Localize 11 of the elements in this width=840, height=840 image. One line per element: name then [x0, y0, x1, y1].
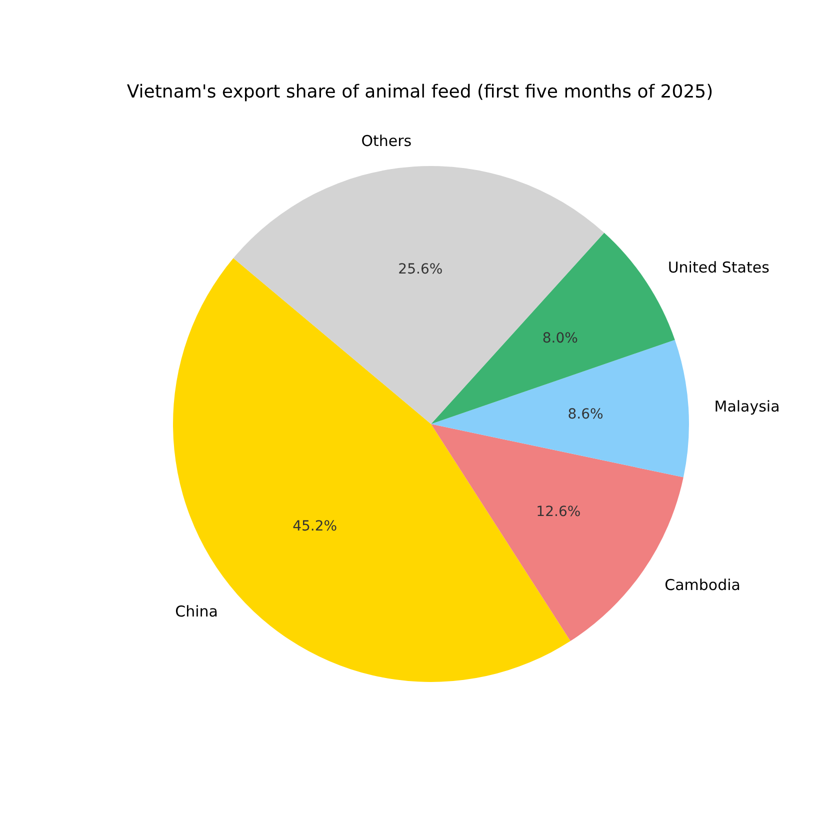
- data-label: 45.2%: [292, 518, 338, 534]
- slice-label: United States: [668, 258, 770, 277]
- data-label: 8.0%: [542, 330, 578, 347]
- slice-label: China: [175, 602, 218, 621]
- slice-label: Malaysia: [714, 397, 780, 416]
- slice-label: Others: [361, 132, 412, 150]
- chart-title: Vietnam's export share of animal feed (first five months of 2025): [126, 82, 714, 102]
- data-label: 12.6%: [536, 504, 581, 520]
- data-label: 25.6%: [398, 262, 443, 278]
- data-label: 8.6%: [568, 406, 604, 422]
- slice-label: Cambodia: [664, 576, 740, 594]
